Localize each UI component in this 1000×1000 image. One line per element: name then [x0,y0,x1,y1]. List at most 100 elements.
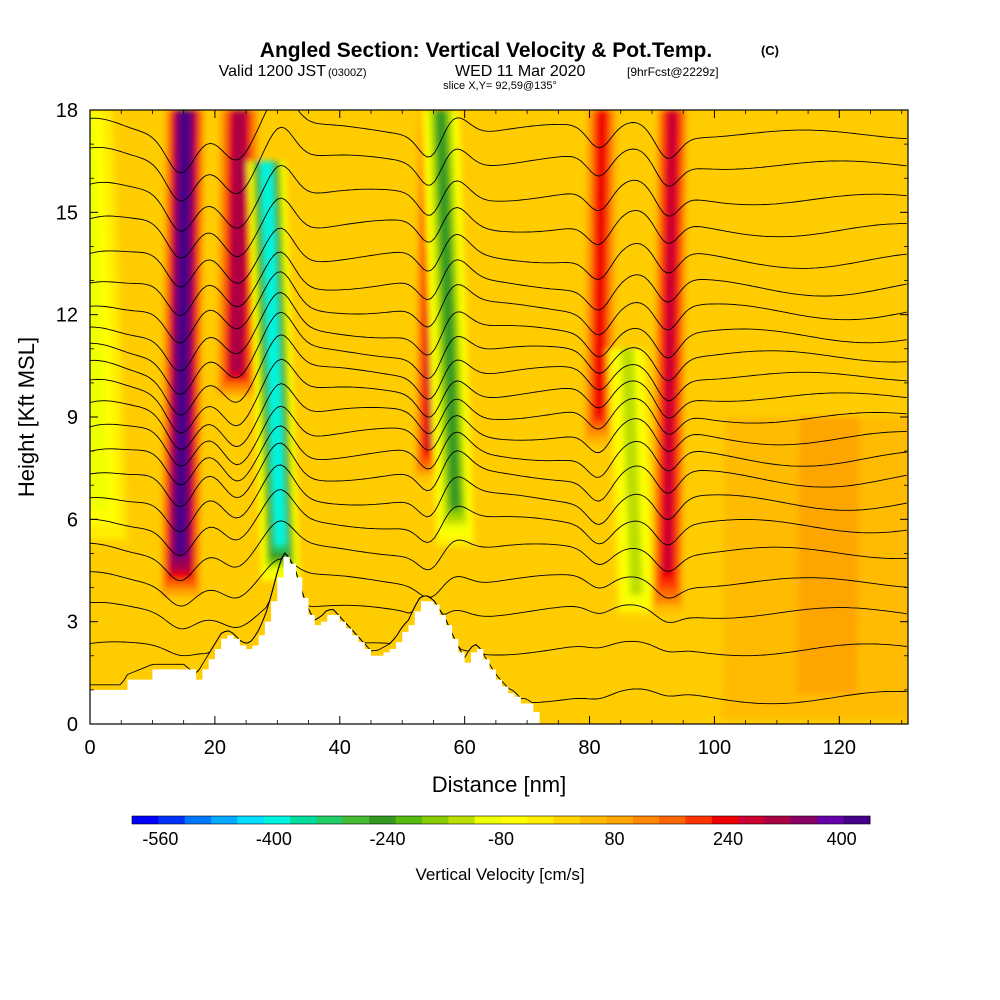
colorbar-segment [369,816,397,824]
x-tick-label: 100 [698,737,731,759]
isentrope-line [90,405,907,467]
x-tick-label: 120 [823,737,856,759]
velocity-band [175,110,191,556]
x-tick-label: 80 [578,737,600,759]
potential-temperature-contours [90,110,907,705]
isentrope-line [90,227,907,288]
title-units: (C) [761,43,779,58]
x-tick-label: 0 [84,737,95,759]
y-tick-label: 0 [67,714,78,736]
colorbar-segment [421,816,449,824]
colorbar-tick-label: 400 [827,829,857,849]
colorbar-segment [632,816,660,824]
colorbar-tick-label: -80 [488,829,514,849]
x-axis: 0 20 40 60 80 100 120 [84,110,903,759]
colorbar-segment [606,816,634,824]
isentrope-line [90,311,907,395]
velocity-band [663,110,677,571]
colorbar-tick-label: -400 [256,829,292,849]
colorbar-segment [342,816,370,824]
colorbar-segment [711,816,739,824]
x-tick-label: 40 [329,737,351,759]
y-axis-label: Height [Kft MSL] [14,337,39,497]
velocity-band [260,161,286,545]
terrain [90,556,908,724]
colorbar-segment [685,816,713,824]
isentrope-line [90,292,907,372]
isentrope-line [90,520,907,582]
colorbar-segment [501,816,528,824]
x-axis-label: Distance [nm] [432,772,567,797]
isentrope-line [90,425,907,486]
colorbar-segment [817,816,845,824]
y-tick-label: 3 [67,612,78,634]
isentrope-line [90,164,907,232]
colorbar-segment [132,816,159,824]
isentrope-line [90,358,907,434]
vertical-velocity-field [90,110,908,719]
colorbar-segment [263,816,291,824]
colorbar-tick-label: 240 [713,829,743,849]
colorbar-label: Vertical Velocity [cm/s] [415,865,584,884]
colorbar-segment [474,816,502,824]
velocity-band [594,110,607,417]
isentrope-line [90,383,907,450]
colorbar-segment [448,816,476,824]
isentrope-line [90,552,907,607]
y-tick-label: 12 [56,305,78,327]
isentrope-line [90,442,907,508]
isentrope-line [90,251,907,317]
velocity-column [247,161,300,581]
plot-area [90,110,908,724]
isentrope-line [90,271,907,344]
y-tick-label: 18 [56,100,78,122]
subtitle-valid: Valid 1200 JST [219,63,327,80]
colorbar-segment [290,816,317,824]
subtitle-forecast: [9hrFcst@2229z] [627,65,719,79]
colorbar-segment [580,816,607,824]
velocity-column [161,110,205,597]
isentrope-line [90,489,907,557]
isentrope-line [90,464,907,533]
colorbar-tick-label: -560 [142,829,178,849]
y-tick-label: 15 [56,202,78,224]
velocity-band [621,348,643,595]
colorbar-segment [184,816,212,824]
slice-label: slice X,Y= 92,59@135° [443,80,557,92]
colorbar-segment [158,816,186,824]
colorbar-outline [131,815,871,825]
colorbar-segment [738,816,766,824]
isentrope-line [90,110,907,174]
colorbar-segment [764,816,792,824]
colorbar-segment [843,816,871,824]
isentrope-line [90,126,907,202]
colorbar-tick-label: -240 [369,829,405,849]
velocity-band [90,110,109,510]
colorbar-segment [553,816,581,824]
velocity-column [90,110,130,547]
colorbar-segment [527,816,555,824]
colorbar-segment [316,816,344,824]
colorbar-segment [395,816,423,824]
y-tick-label: 6 [67,509,78,531]
isentrope-line [90,197,907,259]
colorbar-tick-label: 80 [605,829,625,849]
chart-title: Angled Section: Vertical Velocity & Pot.… [260,39,712,62]
colorbar-segment [790,816,818,824]
velocity-column [721,417,908,719]
isentrope-line [90,334,907,416]
colorbar-ticks: -560 -400 -240 -80 80 240 400 [142,829,856,849]
isentrope-line [90,552,907,657]
y-tick-label: 9 [67,407,78,429]
x-tick-label: 20 [204,737,226,759]
x-tick-label: 60 [454,737,476,759]
colorbar-segment [659,816,686,824]
velocity-band [435,110,461,510]
subtitle-date: WED 11 Mar 2020 [455,63,586,80]
isentrope-line [90,552,907,630]
velocity-column [606,348,658,618]
subtitle-utc: (0300Z) [328,67,367,79]
colorbar-segment [211,816,238,824]
